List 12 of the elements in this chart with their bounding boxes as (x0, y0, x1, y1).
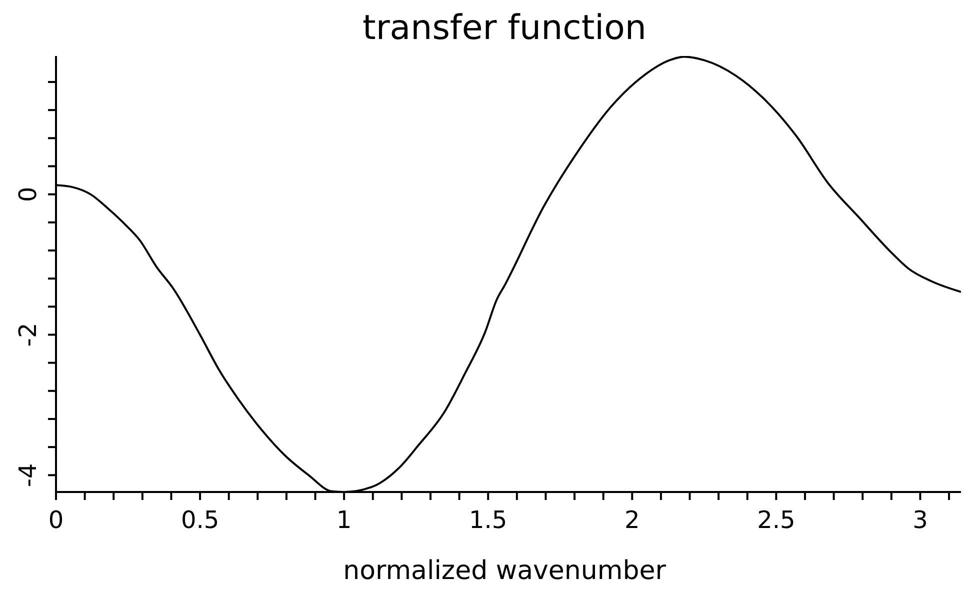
x-tick-label: 0.5 (180, 506, 220, 534)
y-tick-label: -4 (14, 463, 42, 488)
x-tick-label: 0 (48, 506, 64, 534)
x-tick-label: 1.5 (469, 506, 508, 534)
x-tick-label: 1 (336, 506, 352, 534)
x-tick-label: 2.5 (757, 506, 796, 534)
y-tick-label: 0 (14, 186, 42, 202)
x-axis-title: normalized wavenumber (342, 556, 667, 586)
chart-title: transfer function (362, 8, 648, 48)
x-tick-label: 2 (624, 506, 640, 534)
x-tick-label: 3 (912, 506, 928, 534)
y-tick-label: -2 (14, 322, 42, 347)
